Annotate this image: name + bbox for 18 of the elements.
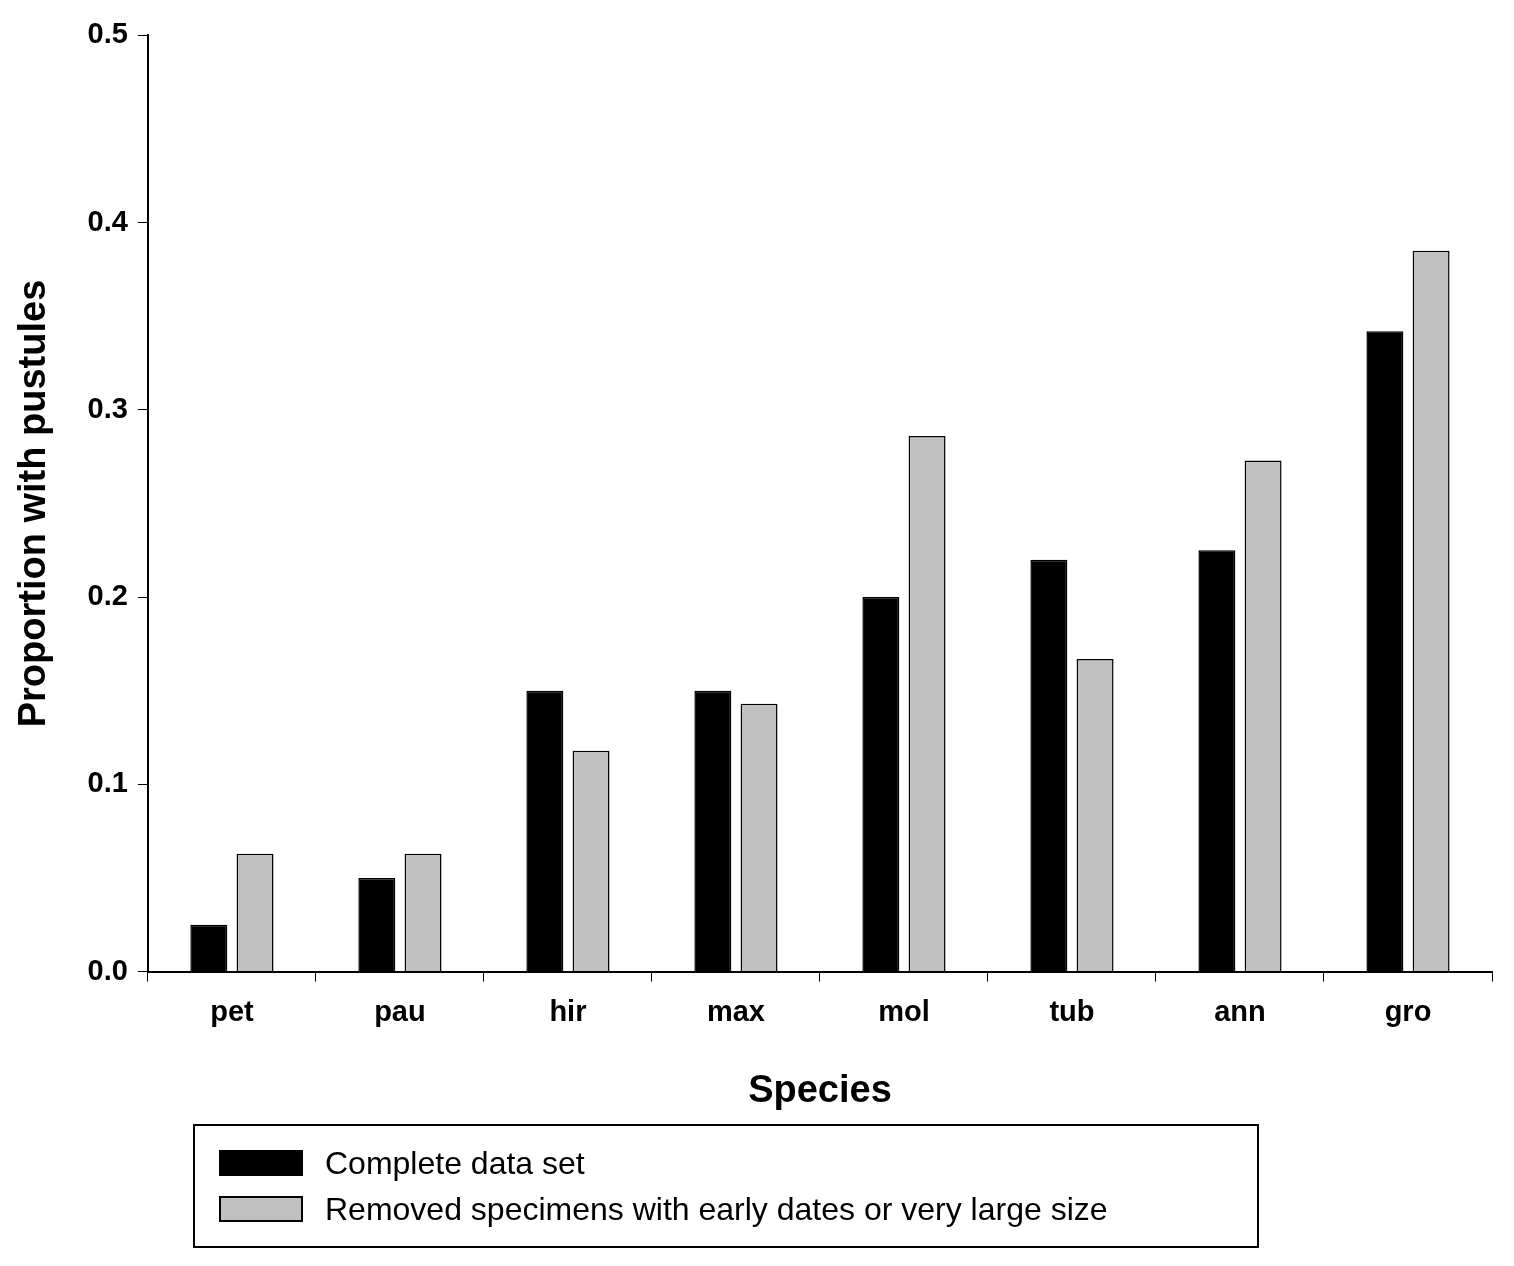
legend-label: Removed specimens with early dates or very large size	[325, 1190, 1108, 1228]
y-tick-label: 0.0	[87, 953, 128, 986]
x-tick-label: gro	[1384, 995, 1432, 1027]
x-tick-label: pau	[374, 995, 426, 1027]
x-tick-label: mol	[878, 995, 930, 1027]
y-axis-title: Proportion with pustules	[11, 279, 54, 728]
x-tick-label: ann	[1214, 995, 1266, 1027]
y-tick-label: 0.4	[87, 204, 128, 237]
x-tick-label: pet	[210, 995, 255, 1027]
y-tick-label: 0.2	[87, 579, 128, 612]
x-tick-label: max	[706, 995, 765, 1027]
y-tick-label: 0.3	[87, 391, 128, 424]
x-tick-label: tub	[1049, 995, 1095, 1027]
y-tick-label: 0.5	[87, 17, 128, 50]
legend-label: Complete data set	[325, 1144, 585, 1182]
y-tick-label: 0.1	[87, 766, 128, 799]
x-tick-label: hir	[549, 995, 587, 1027]
x-axis-title: Species	[748, 1067, 892, 1110]
